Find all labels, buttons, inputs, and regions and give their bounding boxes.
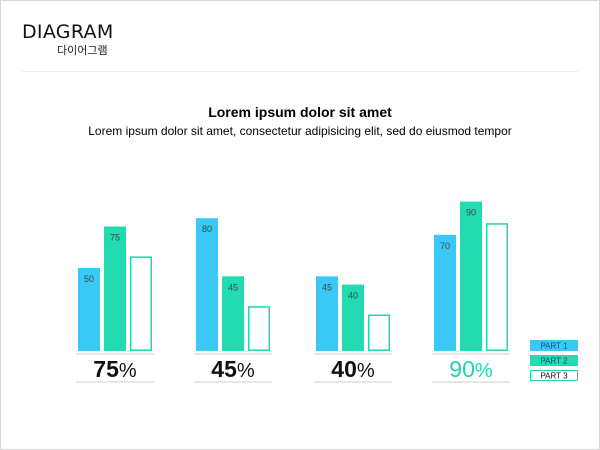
legend-label-part-3: PART 3: [540, 372, 568, 381]
bar-2-group-1: [104, 226, 126, 351]
value-label: 70: [440, 241, 450, 251]
legend-swatch-part-2: [530, 355, 578, 366]
legend-swatch-part-1: [530, 340, 578, 351]
bar-3-group-4: [486, 223, 508, 351]
group-total-label: 75%: [93, 356, 137, 382]
bar-3-group-2: [248, 306, 270, 351]
bar-1-group-3: [316, 276, 338, 351]
legend-label-part-1: PART 1: [540, 342, 568, 351]
chart-subheading: Lorem ipsum dolor sit amet, consectetur …: [88, 124, 512, 138]
group-total-label: 90%: [449, 356, 493, 382]
value-label: 50: [84, 274, 94, 284]
diagram-title: DIAGRAM: [22, 21, 114, 43]
value-label: 75: [110, 233, 120, 243]
bar-3-group-3: [368, 314, 390, 352]
legend-label-part-2: PART 2: [540, 357, 568, 366]
value-label: 45: [228, 282, 238, 292]
value-label: 40: [348, 291, 358, 301]
bar-3-group-1: [130, 256, 152, 352]
group-total-label: 40%: [331, 356, 375, 382]
legend-swatch-part-3: [530, 370, 578, 381]
bar-2-group-3: [342, 284, 364, 351]
bar-1-group-4: [434, 234, 456, 351]
bar-2-group-2: [222, 276, 244, 351]
value-label: 80: [202, 224, 212, 234]
chart-heading: Lorem ipsum dolor sit amet: [208, 104, 392, 120]
bar-1-group-1: [78, 268, 100, 351]
bar-2-group-4: [460, 201, 482, 351]
value-label: 45: [322, 282, 332, 292]
bar-1-group-2: [196, 218, 218, 351]
header-divider: [22, 71, 578, 72]
group-total-label: 45%: [211, 356, 255, 382]
diagram-subtitle: 다이어그램: [57, 44, 108, 57]
value-label: 90: [466, 208, 476, 218]
